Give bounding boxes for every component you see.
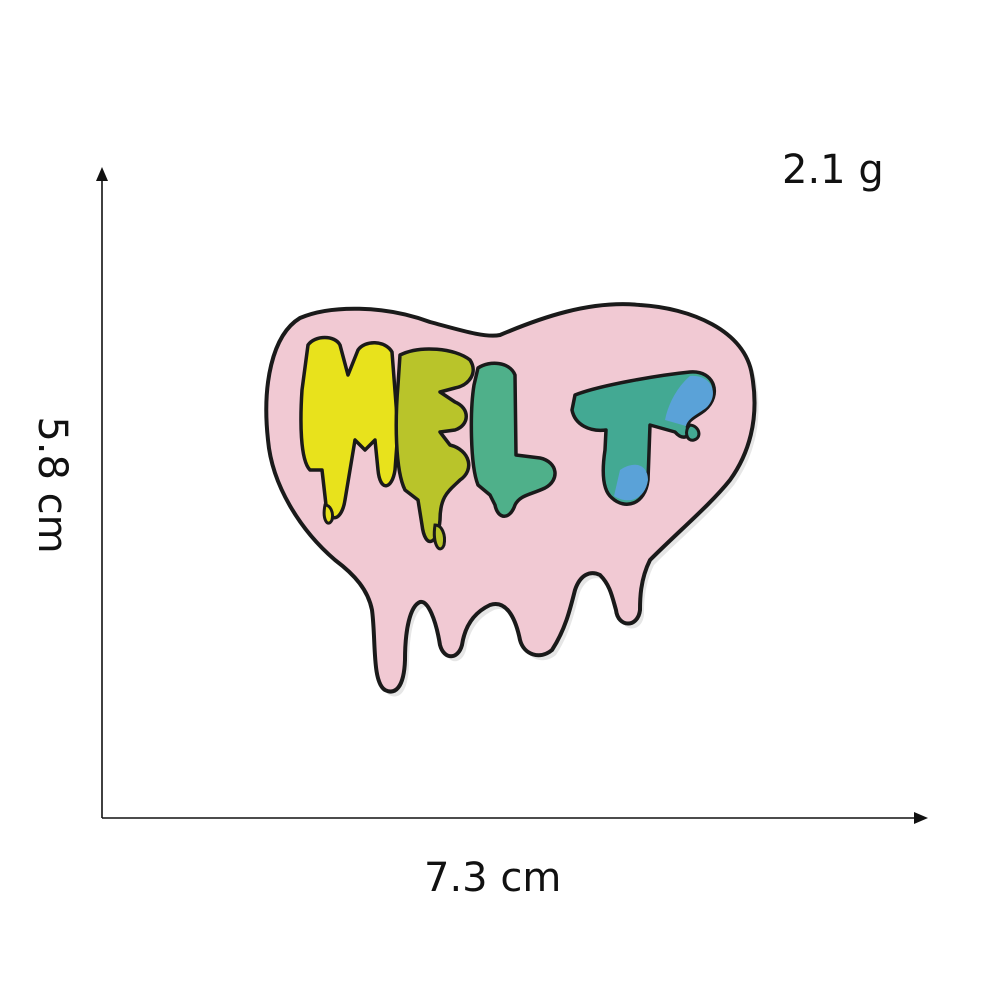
patch-letter-e [394, 347, 475, 544]
horizontal-axis [102, 812, 928, 824]
arrow-up-icon [96, 167, 108, 181]
patch-letter-t-blue-shade [614, 375, 713, 501]
patch-drip-dot [685, 423, 701, 442]
patch-drip-mid [432, 523, 446, 551]
vertical-axis [96, 167, 108, 818]
patch-letter-m [299, 335, 400, 520]
weight-label: 2.1 g [782, 147, 884, 193]
arrow-right-icon [914, 812, 928, 824]
patch-drip-left [322, 503, 334, 525]
melt-heart-patch [264, 302, 759, 697]
height-label: 5.8 cm [29, 416, 75, 554]
patch-letter-l [469, 361, 557, 518]
width-label: 7.3 cm [424, 855, 562, 901]
